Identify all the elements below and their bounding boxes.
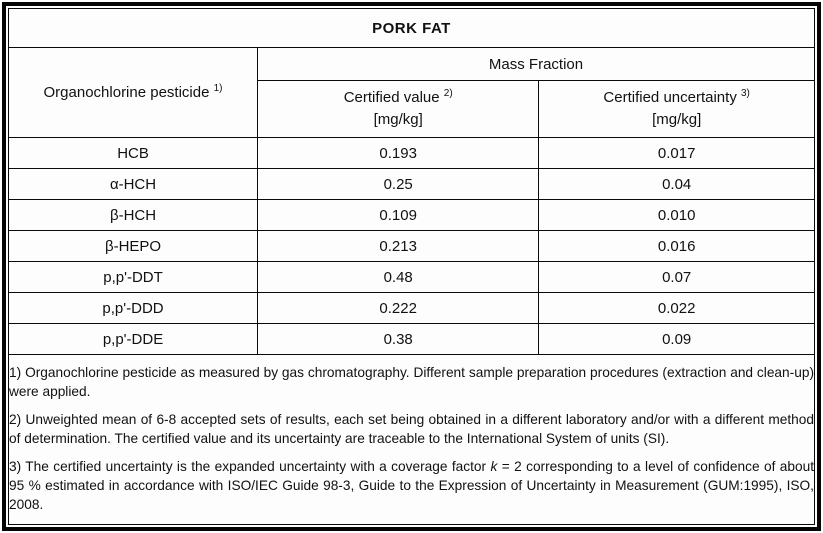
- table-row: p,p'-DDD 0.222 0.022: [7, 292, 815, 324]
- column-header-certified-value: Certified value 2) [mg/kg]: [257, 80, 540, 138]
- certified-uncertainty-cell: 0.07: [538, 261, 815, 293]
- certified-uncertainty-cell: 0.022: [538, 292, 815, 324]
- pesticide-name-cell: β-HCH: [7, 199, 259, 231]
- footnote-3-text-pre: 3) The certified uncertainty is the expa…: [9, 458, 491, 474]
- footnote-ref-2: 2): [443, 88, 453, 100]
- certified-value-cell: 0.213: [257, 230, 540, 262]
- column-header-mass-fraction: Mass Fraction: [257, 47, 815, 81]
- certified-uncertainty-label: Certified uncertainty: [603, 89, 737, 107]
- page-title: PORK FAT: [8, 8, 815, 48]
- certified-value-cell: 0.48: [257, 261, 540, 293]
- table-row: HCB 0.193 0.017: [7, 137, 815, 169]
- footnotes-row: 1) Organochlorine pesticide as measured …: [8, 354, 815, 525]
- pesticide-name-cell: HCB: [7, 137, 259, 169]
- footnotes-section: 1) Organochlorine pesticide as measured …: [8, 354, 815, 525]
- footnote-2: 2) Unweighted mean of 6-8 accepted sets …: [9, 412, 814, 447]
- pesticide-name-cell: p,p'-DDD: [7, 292, 259, 324]
- column-header-certified-uncertainty: Certified uncertainty 3) [mg/kg]: [538, 80, 815, 138]
- table-row: β-HEPO 0.213 0.016: [7, 230, 815, 262]
- table-row: p,p'-DDE 0.38 0.09: [7, 323, 815, 355]
- table-row: α-HCH 0.25 0.04: [7, 168, 815, 200]
- footnote-ref-3: 3): [741, 88, 750, 100]
- coverage-factor-k: k: [490, 458, 498, 474]
- column-header-pesticide: Organochlorine pesticide 1): [7, 47, 259, 138]
- certified-uncertainty-cell: 0.017: [538, 137, 815, 169]
- certified-uncertainty-cell: 0.09: [538, 323, 815, 355]
- title-row: PORK FAT: [8, 8, 815, 48]
- column-header-pesticide-label: Organochlorine pesticide: [43, 83, 210, 101]
- footnote-3: 3) The certified uncertainty is the expa…: [9, 458, 814, 515]
- certified-uncertainty-cell: 0.04: [538, 168, 815, 200]
- pesticide-name-cell: β-HEPO: [7, 230, 259, 262]
- certified-value-cell: 0.25: [257, 168, 540, 200]
- certified-uncertainty-cell: 0.010: [538, 199, 815, 231]
- header-row-2: Certified value 2) [mg/kg] Certified unc…: [9, 80, 815, 138]
- footnote-ref-1: 1): [213, 82, 223, 94]
- certified-value-cell: 0.38: [257, 323, 540, 355]
- table-row: p,p'-DDT 0.48 0.07: [7, 261, 815, 293]
- certified-value-cell: 0.193: [257, 137, 540, 169]
- certified-value-unit: [mg/kg]: [373, 111, 423, 128]
- pesticide-name-cell: p,p'-DDE: [7, 323, 259, 355]
- certified-value-cell: 0.222: [257, 292, 540, 324]
- table-row: β-HCH 0.109 0.010: [7, 199, 815, 231]
- header-row-1: Organochlorine pesticide 1) Mass Fractio…: [7, 47, 815, 138]
- certified-value-cell: 0.109: [257, 199, 540, 231]
- pork-fat-table: PORK FAT Organochlorine pesticide 1) Mas…: [7, 8, 815, 525]
- certified-uncertainty-unit: [mg/kg]: [652, 111, 702, 128]
- pesticide-name-cell: p,p'-DDT: [7, 261, 259, 293]
- pesticide-name-cell: α-HCH: [7, 168, 259, 200]
- footnote-3-text-post: = 2 corresponding to a level of confiden…: [9, 458, 815, 512]
- footnote-1: 1) Organochlorine pesticide as measured …: [9, 365, 814, 400]
- certified-uncertainty-cell: 0.016: [538, 230, 815, 262]
- certified-value-label: Certified value: [343, 89, 440, 107]
